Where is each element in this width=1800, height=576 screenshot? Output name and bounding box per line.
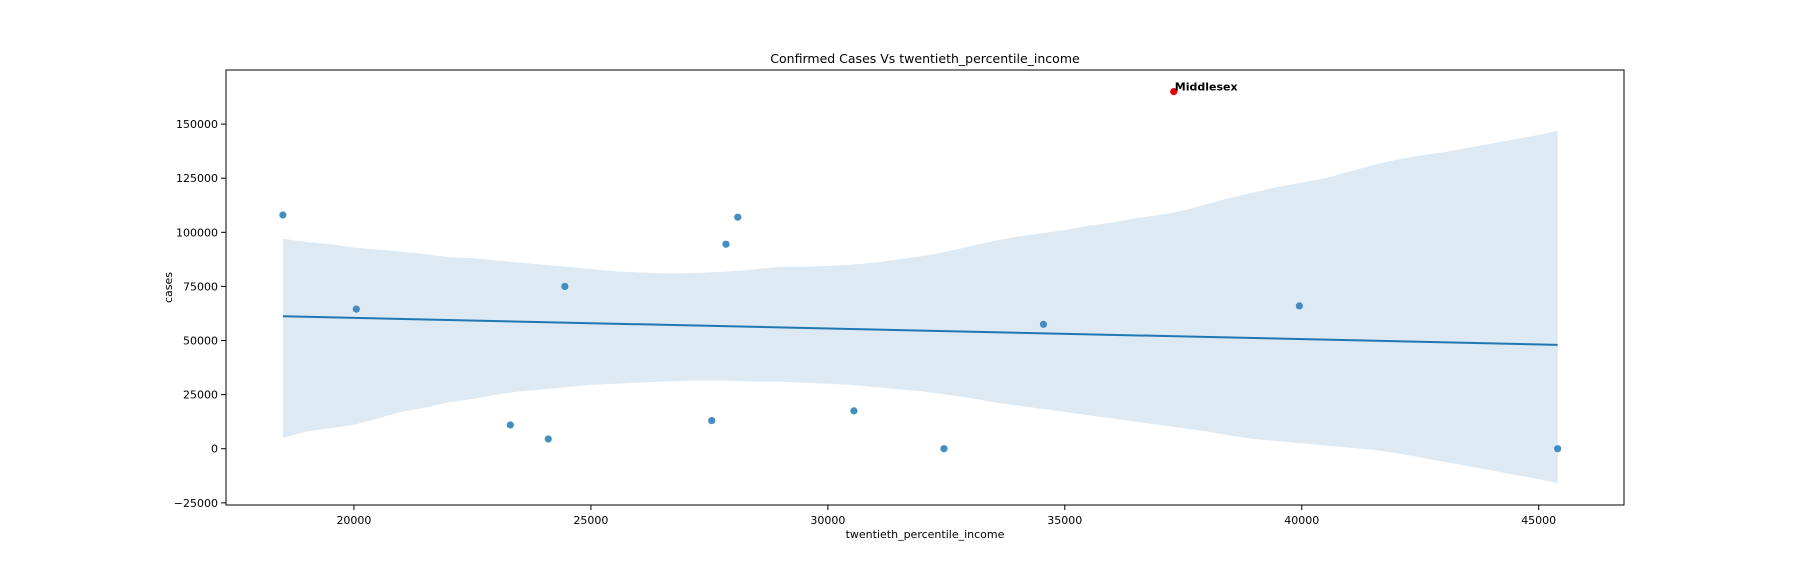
confidence-band: [282, 130, 1558, 484]
y-tick-label-25000: 25000: [183, 389, 218, 402]
x-tick-label-35000: 35000: [1047, 514, 1082, 527]
scatter-point-6: [722, 240, 730, 248]
y-tick-label-0: 0: [211, 443, 218, 456]
x-tick-label-25000: 25000: [573, 514, 608, 527]
y-tick-label-125000: 125000: [176, 172, 218, 185]
highlight-point: [1170, 88, 1178, 96]
chart-title: Confirmed Cases Vs twentieth_percentile_…: [770, 51, 1080, 66]
scatter-point-0: [279, 211, 287, 219]
x-tick-label-30000: 30000: [810, 514, 845, 527]
y-axis-label: cases: [162, 272, 175, 303]
regression-line-layer: [282, 315, 1558, 346]
y-tick-label-50000: 50000: [183, 335, 218, 348]
y-tick-label-150000: 150000: [176, 118, 218, 131]
y-tick-label-75000: 75000: [183, 280, 218, 293]
highlight-layer: Middlesex: [1170, 81, 1238, 96]
scatter-point-7: [734, 213, 742, 221]
x-tick-label-20000: 20000: [336, 514, 371, 527]
y-axis-ticks: −25000 0 25000 50000 75000 100000 125000 150000: [174, 118, 226, 510]
scatter-point-3: [544, 435, 552, 443]
y-tick-label-100000: 100000: [176, 226, 218, 239]
scatter-point-2: [506, 421, 514, 429]
scatter-point-11: [1295, 302, 1303, 310]
scatter-points-layer: [279, 211, 1562, 453]
regression-line: [282, 315, 1558, 346]
plot-frame: [225, 69, 1625, 506]
x-axis-ticks: 20000 25000 30000 35000 40000 45000: [336, 505, 1556, 527]
highlight-label: Middlesex: [1175, 81, 1238, 94]
scatter-point-10: [1039, 320, 1048, 328]
y-tick-label--25000: −25000: [174, 497, 218, 510]
confidence-band-layer: [282, 130, 1558, 484]
scatter-point-1: [352, 305, 360, 313]
scatter-point-12: [1554, 445, 1562, 453]
x-axis-label: twentieth_percentile_income: [846, 528, 1005, 541]
scatter-point-4: [561, 282, 569, 291]
scatter-point-8: [850, 407, 858, 415]
scatter-point-9: [940, 445, 948, 453]
x-tick-label-45000: 45000: [1521, 514, 1556, 527]
x-tick-label-40000: 40000: [1284, 514, 1319, 527]
scatter-point-5: [708, 416, 716, 425]
